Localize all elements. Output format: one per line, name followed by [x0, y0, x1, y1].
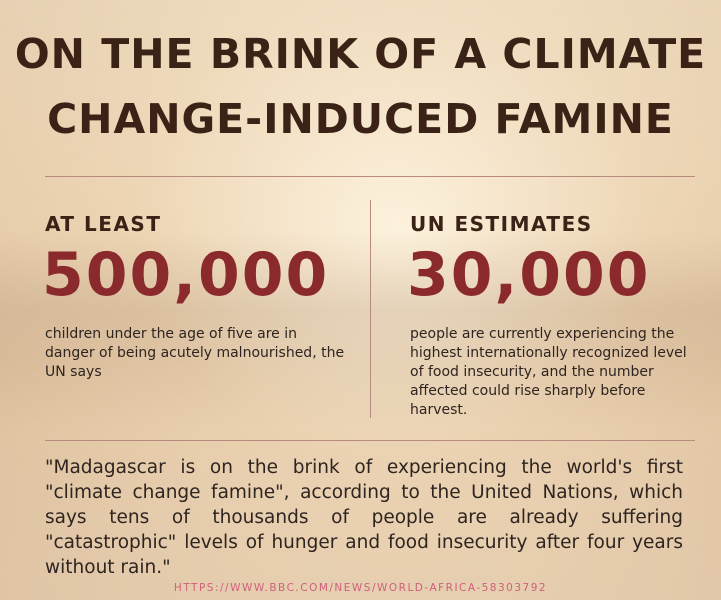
figure: 30,000 — [407, 240, 651, 310]
infographic: ON THE BRINK OF A CLIMATE CHANGE-INDUCED… — [0, 0, 721, 600]
divider — [45, 176, 695, 177]
title-line: CHANGE-INDUCED FAMINE — [0, 95, 721, 143]
column-divider — [370, 200, 371, 418]
column-text: people are currently experiencing the hi… — [410, 325, 700, 420]
title-line: ON THE BRINK OF A CLIMATE — [0, 30, 721, 78]
kicker: UN ESTIMATES — [410, 212, 593, 236]
figure: 500,000 — [42, 240, 329, 310]
column-text: children under the age of five are in da… — [45, 325, 345, 382]
source-url: HTTPS://WWW.BBC.COM/NEWS/WORLD-AFRICA-58… — [0, 582, 721, 594]
divider — [45, 440, 695, 441]
kicker: AT LEAST — [45, 212, 161, 236]
quote: "Madagascar is on the brink of experienc… — [45, 455, 683, 580]
